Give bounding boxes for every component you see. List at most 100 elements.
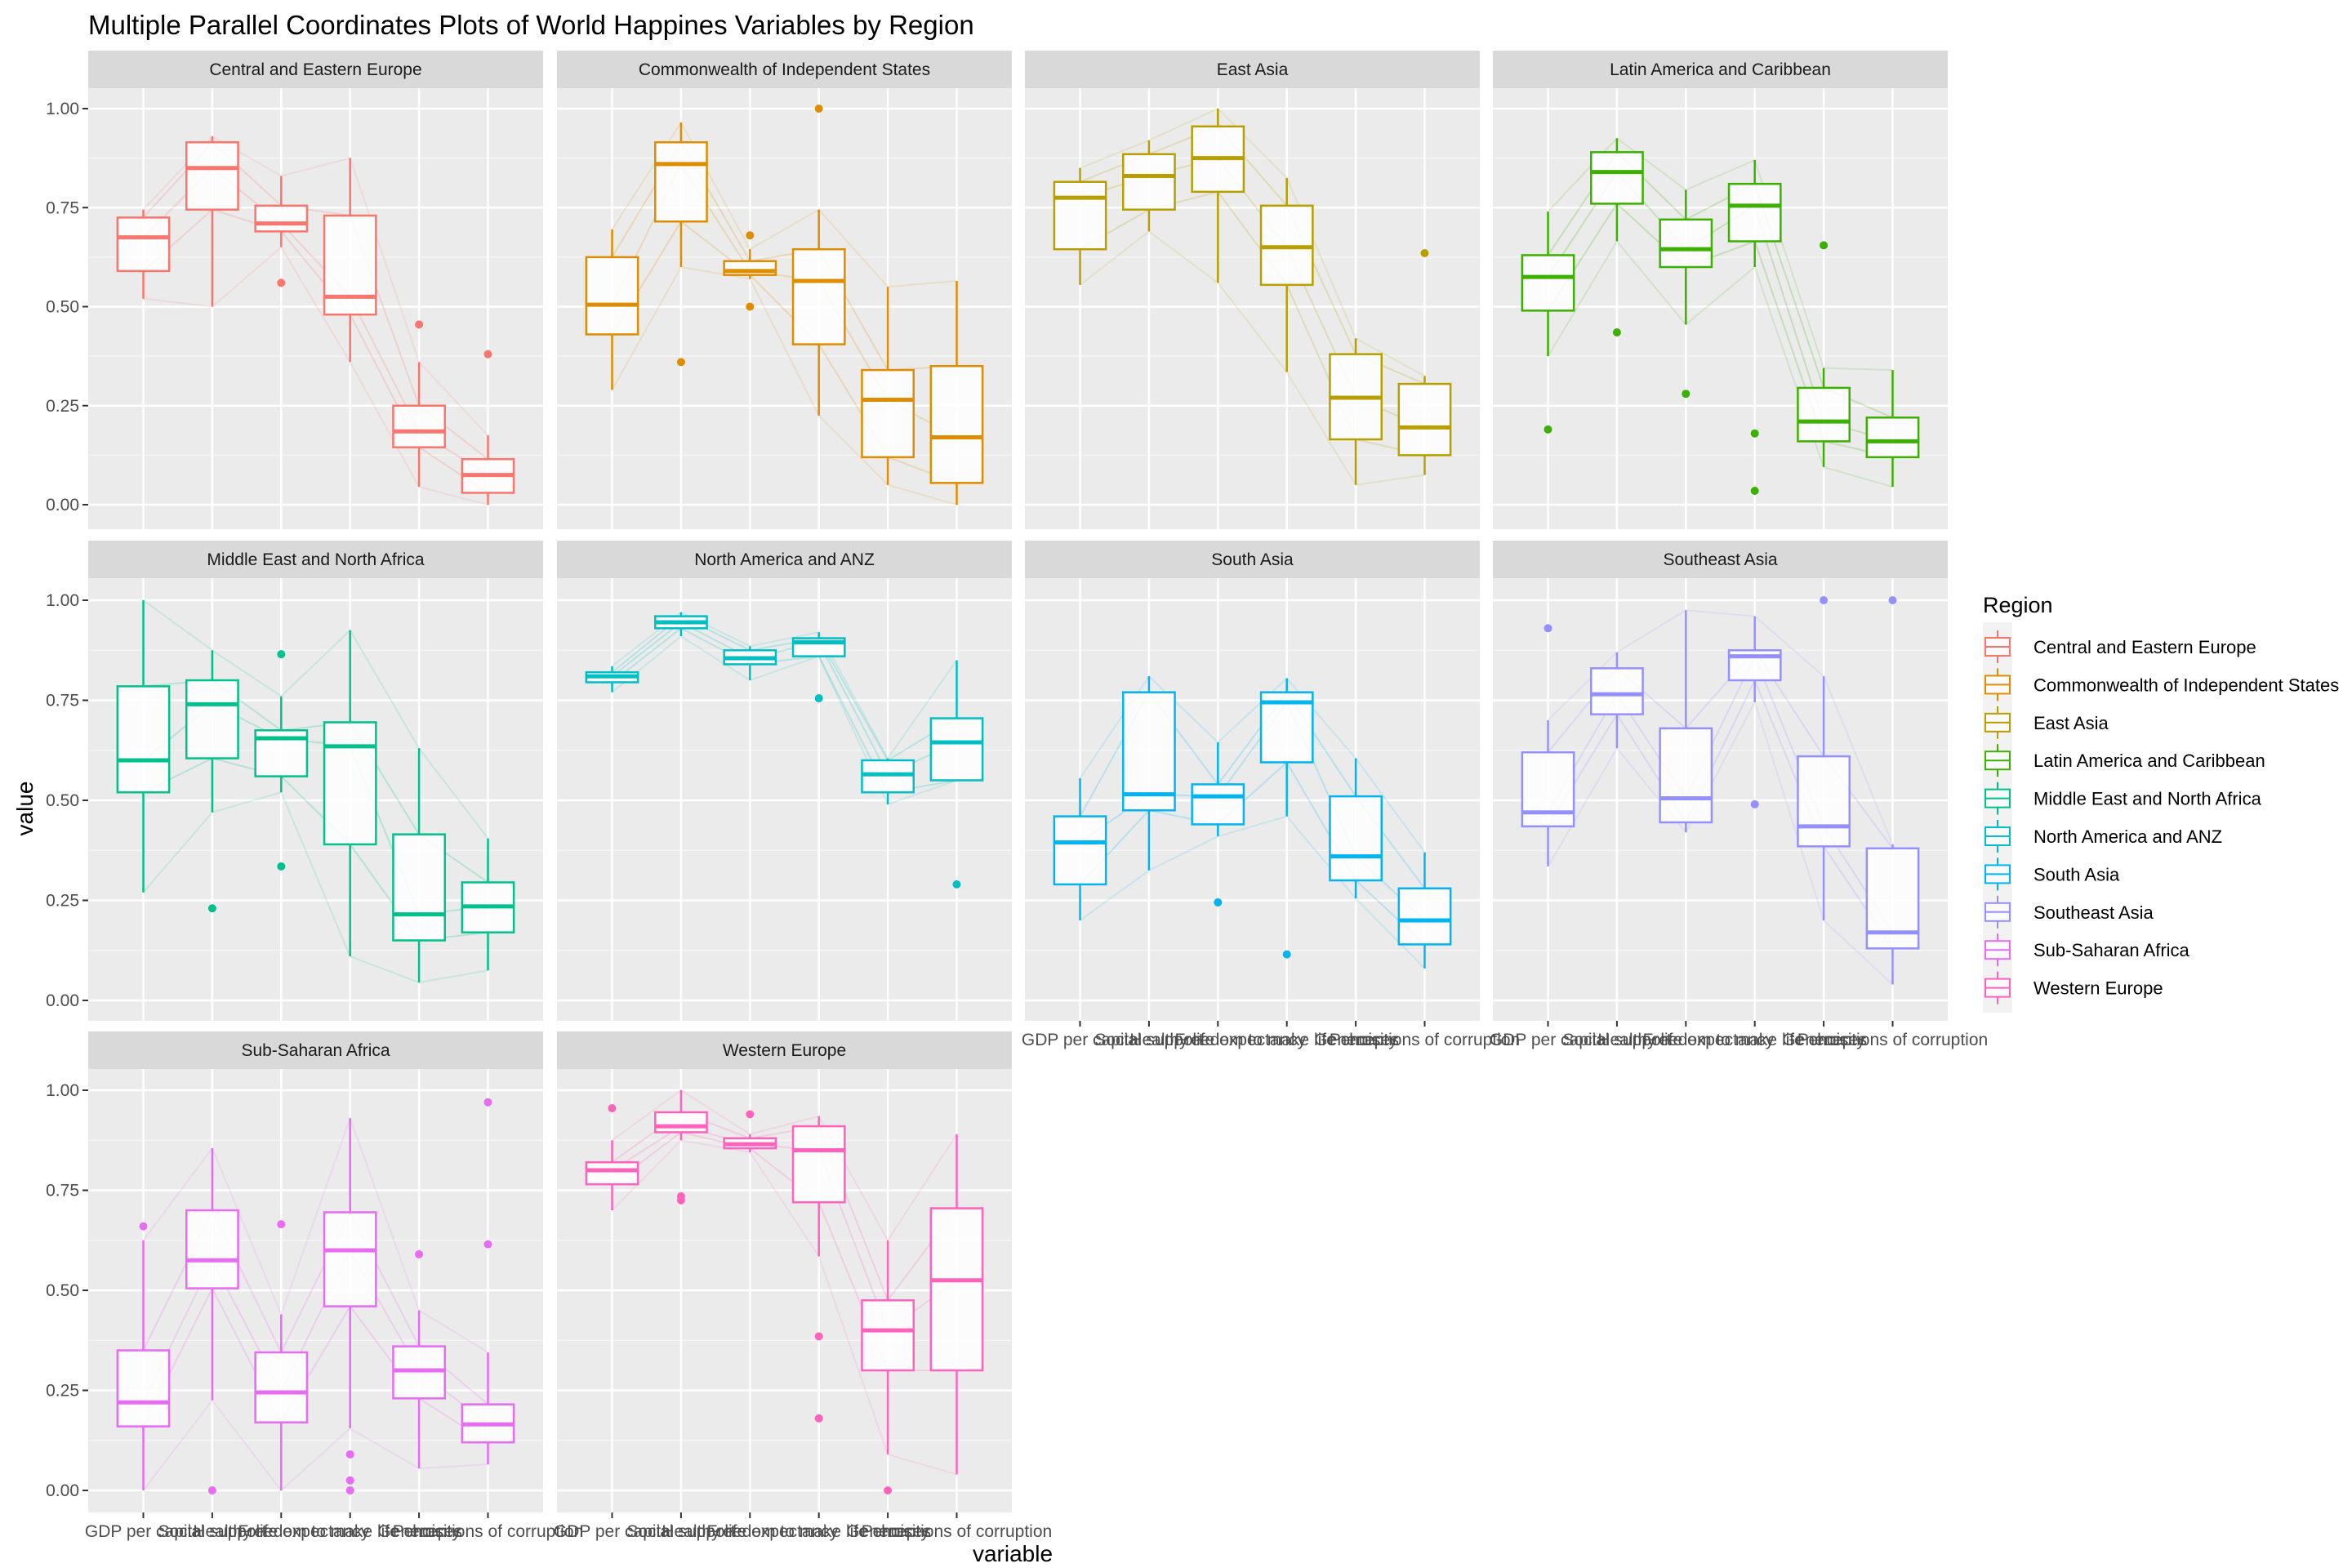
legend-item: Latin America and Caribbean (1984, 744, 2265, 777)
parallel-line (1079, 815, 1426, 969)
boxplot (929, 280, 984, 505)
box (1865, 416, 1920, 459)
box (1797, 386, 1851, 443)
boxplot (392, 1250, 446, 1469)
boxplot (1122, 140, 1176, 232)
facet-strip (557, 1031, 1012, 1069)
y-tick-label: 0.50 (46, 1281, 79, 1300)
outlier-point (608, 1104, 617, 1113)
outlier-point (676, 358, 685, 367)
box (1053, 815, 1107, 886)
facet-strip-label: South Asia (1211, 550, 1294, 569)
facet-strip (1025, 51, 1480, 88)
facet-strip (557, 51, 1012, 88)
box (1521, 254, 1575, 312)
boxplot (461, 1098, 515, 1465)
box (1590, 667, 1644, 715)
box (323, 721, 377, 846)
parallel-line (611, 265, 957, 506)
x-tick-label: GDP per capita (1022, 1031, 1139, 1049)
box (1797, 755, 1851, 848)
parallel-line (142, 791, 488, 983)
parallel-line (1547, 609, 1894, 845)
facet-panel: North America and ANZ (557, 541, 1012, 1021)
parallel-line (1547, 239, 1893, 488)
parallel-line (142, 1286, 489, 1444)
boxplot (323, 158, 377, 363)
y-tick-label: 0.75 (46, 692, 79, 710)
box (185, 140, 239, 211)
facet-strip (1493, 541, 1948, 578)
facet-panel: Sub-Saharan Africa 0.00 0.25 0.50 0.75 1.00 GD… (46, 1031, 583, 1541)
boxplot (461, 838, 515, 971)
facet-strip (88, 541, 543, 578)
boxplot (1191, 109, 1245, 283)
x-tick-label: GDP per capita (554, 1522, 671, 1541)
legend-label: Latin America and Caribbean (2034, 751, 2265, 771)
facet-strip (1025, 541, 1480, 578)
outlier-point (1214, 898, 1223, 906)
y-axis-title: value (12, 782, 38, 836)
facet-strip-label: Central and Eastern Europe (209, 60, 421, 79)
facet-strip (88, 51, 543, 88)
legend-item: Central and Eastern Europe (1984, 630, 2256, 663)
y-tick-label: 1.00 (46, 100, 79, 118)
boxplot (929, 660, 984, 889)
facet-panel: Latin America and Caribbean (1493, 51, 1948, 529)
parallel-line (611, 635, 957, 806)
boxplot (185, 136, 239, 307)
boxplot (116, 1222, 171, 1490)
facet-panel: Middle East and North Africa 0.00 0.25 0.50… (46, 541, 543, 1021)
legend-label: Central and Eastern Europe (2034, 637, 2256, 657)
box (1659, 727, 1713, 824)
legend-item: Commonwealth of Independent States (1984, 668, 2339, 702)
legend-label: Sub-Saharan Africa (2034, 940, 2190, 960)
boxplot (1259, 678, 1314, 959)
parallel-line (1079, 230, 1425, 486)
x-tick-label: Freedom to make life choices (1643, 1031, 1867, 1049)
boxplot (723, 646, 777, 680)
outlier-point (1420, 249, 1429, 258)
x-tick-label: Freedom to make life choices (707, 1522, 931, 1541)
facet-strip-label: Middle East and North Africa (207, 550, 424, 569)
box (654, 1111, 708, 1134)
boxplot (1329, 758, 1383, 899)
box (585, 1160, 639, 1186)
facet-strip (1493, 51, 1948, 88)
outlier-point (345, 1450, 354, 1459)
boxplot (585, 229, 639, 390)
box (1727, 182, 1782, 243)
boxplot (461, 350, 515, 505)
outlier-point (814, 1414, 823, 1423)
box (1122, 691, 1176, 812)
legend-label: South Asia (2034, 864, 2120, 884)
x-tick-label: Healthy life expectancy (193, 1522, 369, 1541)
facet-panel: Commonwealth of Independent States (557, 51, 1012, 529)
box (323, 1211, 377, 1307)
boxplot (1329, 338, 1383, 485)
x-tick-label: Healthy life expectancy (1597, 1031, 1774, 1049)
boxplot (323, 1118, 377, 1494)
x-tick-label: Social support (158, 1522, 266, 1541)
outlier-point (746, 302, 755, 311)
parallel-line (611, 220, 957, 484)
boxplot (1659, 189, 1713, 399)
x-axis-title: variable (973, 1541, 1053, 1566)
outlier-point (345, 1476, 354, 1485)
chart-title: Multiple Parallel Coordinates Plots of W… (88, 10, 974, 40)
boxplot (1397, 249, 1452, 475)
box (1191, 783, 1245, 826)
boxplot (1865, 596, 1920, 985)
facet-strip-label: North America and ANZ (694, 550, 875, 569)
legend-title: Region (1983, 593, 2053, 617)
parallel-line (611, 121, 957, 288)
boxplot (254, 1220, 309, 1490)
boxplot (1590, 138, 1644, 337)
facet-strip (88, 1031, 543, 1069)
facet-strip-label: Southeast Asia (1663, 550, 1777, 569)
facet-strip-label: Commonwealth of Independent States (639, 60, 930, 79)
boxplot (585, 666, 639, 693)
